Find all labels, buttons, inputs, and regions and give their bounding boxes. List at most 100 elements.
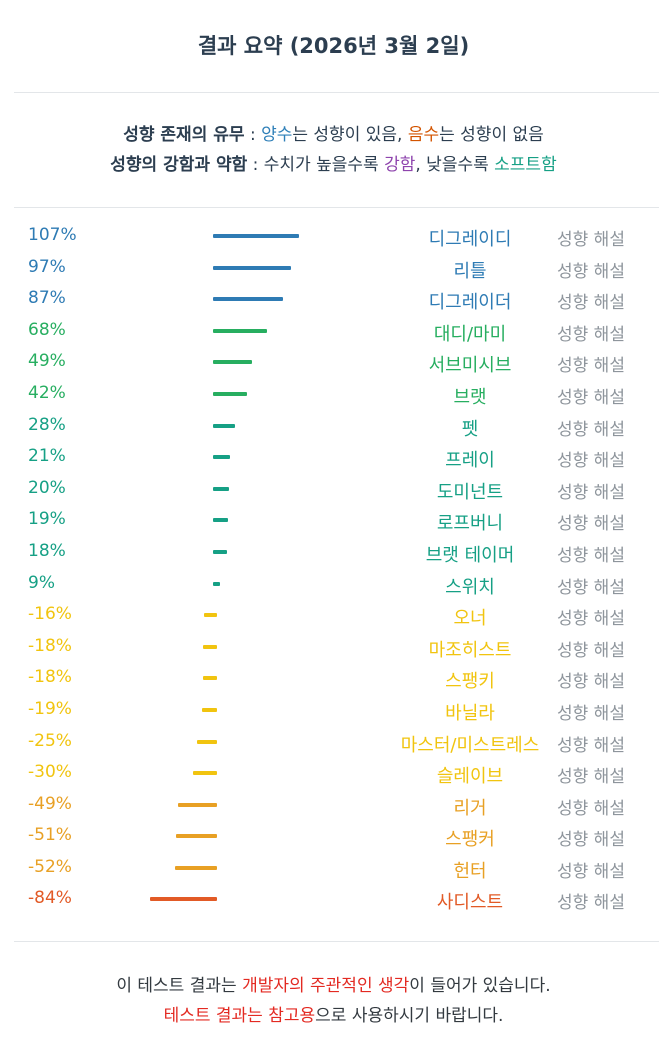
result-percent: 20% [28, 477, 66, 498]
result-row: 68% 대디/마미 성향 해설 [0, 317, 667, 349]
result-bar [213, 297, 283, 302]
result-name: 스팽키 [445, 671, 495, 693]
footer-text-before: 이 테스트 결과는 [116, 976, 243, 996]
explain-link[interactable]: 성향 해설 [557, 735, 625, 756]
explain-link[interactable]: 성향 해설 [557, 861, 625, 882]
result-percent: -52% [28, 856, 72, 877]
result-name: 리틀 [453, 260, 487, 282]
explain-link[interactable]: 성향 해설 [557, 640, 625, 661]
explain-link[interactable]: 성향 해설 [557, 767, 625, 788]
explain-link[interactable]: 성향 해설 [557, 261, 625, 282]
legend-soft: 소프트함 [494, 155, 557, 175]
result-percent: -25% [28, 730, 72, 751]
result-percent: 107% [28, 225, 77, 245]
result-name: 디그레이디 [428, 229, 512, 250]
explain-link[interactable]: 성향 해설 [557, 577, 625, 598]
result-bar [213, 391, 247, 396]
legend-divider [14, 207, 659, 208]
result-row: -18% 마조히스트 성향 해설 [0, 633, 667, 665]
explain-link[interactable]: 성향 해설 [557, 419, 625, 440]
result-percent: -84% [28, 888, 72, 909]
explain-link[interactable]: 성향 해설 [557, 356, 625, 377]
result-bar [176, 834, 217, 839]
result-bar [213, 423, 236, 428]
bottom-divider [14, 941, 659, 942]
result-name: 스위치 [445, 576, 495, 598]
footer-highlight-reference: 테스트 결과는 참고용 [163, 1006, 316, 1026]
explain-link[interactable]: 성향 해설 [557, 703, 625, 724]
legend-presence-label: 성향 존재의 유무 [123, 125, 245, 145]
explain-link[interactable]: 성향 해설 [557, 482, 625, 503]
explain-link[interactable]: 성향 해설 [557, 798, 625, 819]
explain-link[interactable]: 성향 해설 [557, 293, 625, 314]
result-percent: 19% [28, 509, 66, 530]
result-percent: -18% [28, 635, 72, 656]
result-bar [213, 234, 299, 238]
explain-link[interactable]: 성향 해설 [557, 514, 625, 535]
result-row: -16% 오너 성향 해설 [0, 601, 667, 633]
result-row: 9% 스위치 성향 해설 [0, 570, 667, 602]
legend-line-presence: 성향 존재의 유무 : 양수는 성향이 있음, 음수는 성향이 없음 [0, 120, 667, 145]
footer-highlight-opinion: 개발자의 주관적인 생각 [242, 976, 410, 996]
result-bar [175, 865, 217, 870]
explain-link[interactable]: 성향 해설 [557, 830, 625, 851]
result-name: 슬레이브 [436, 766, 504, 788]
result-percent: -30% [28, 762, 72, 783]
result-row: 49% 서브미시브 성향 해설 [0, 348, 667, 380]
explain-link[interactable]: 성향 해설 [557, 893, 625, 914]
result-bar [202, 676, 217, 681]
result-row: -84% 사디스트 성향 해설 [0, 885, 667, 917]
footer-text-after: 이 들어가 있습니다. [409, 976, 551, 996]
explain-link[interactable]: 성향 해설 [557, 451, 625, 472]
explain-link[interactable]: 성향 해설 [557, 324, 625, 345]
result-name: 마조히스트 [428, 639, 512, 661]
explain-link[interactable]: 성향 해설 [557, 387, 625, 408]
result-name: 마스터/미스트레스 [400, 734, 540, 756]
result-bar [177, 802, 217, 807]
result-bar [197, 739, 217, 744]
legend-strong: 강함 [384, 155, 416, 175]
result-name: 대디/마미 [433, 323, 507, 345]
legend-line-strength: 성향의 강함과 약함 : 수치가 높을수록 강함, 낮을수록 소프트함 [0, 150, 667, 175]
result-bar [213, 265, 291, 270]
result-row: 87% 디그레이더 성향 해설 [0, 285, 667, 317]
result-bar [213, 486, 229, 491]
legend-separator: : [247, 155, 264, 175]
explain-link[interactable]: 성향 해설 [557, 230, 625, 250]
result-name: 도미넌트 [436, 481, 504, 503]
result-row: 97% 리틀 성향 해설 [0, 254, 667, 286]
legend-strength-text-1: 수치가 높을수록 [263, 155, 385, 175]
result-bar [213, 360, 253, 365]
result-row: 42% 브랫 성향 해설 [0, 380, 667, 412]
result-name: 브랫 테이머 [425, 544, 515, 566]
explain-link[interactable]: 성향 해설 [557, 545, 625, 566]
result-bar [213, 455, 230, 460]
result-row: 21% 프레이 성향 해설 [0, 443, 667, 475]
legend-strength-label: 성향의 강함과 약함 [110, 155, 248, 175]
footer-disclaimer-line-1: 이 테스트 결과는 개발자의 주관적인 생각이 들어가 있습니다. [0, 971, 667, 996]
legend-positive: 양수 [261, 125, 293, 145]
result-percent: -19% [28, 698, 72, 719]
result-bar [204, 613, 217, 618]
result-name: 리거 [453, 797, 487, 819]
footer-disclaimer-line-2: 테스트 결과는 참고용으로 사용하시기 바랍니다. [0, 1001, 667, 1026]
result-bar [193, 771, 217, 776]
result-name: 프레이 [445, 450, 495, 472]
result-row: -51% 스팽커 성향 해설 [0, 822, 667, 854]
result-row: -19% 바닐라 성향 해설 [0, 696, 667, 728]
legend-strength-text-2: , 낮을수록 [415, 155, 495, 175]
result-list: 107% 디그레이디 성향 해설 97% 리틀 성향 해설 87% 디그레이더 성향 해설 68%… [0, 222, 667, 917]
result-percent: 28% [28, 414, 66, 435]
result-percent: 87% [28, 288, 66, 309]
explain-link[interactable]: 성향 해설 [557, 609, 625, 630]
result-name: 브랫 [453, 386, 487, 408]
result-name: 서브미시브 [428, 355, 512, 377]
result-row: 107% 디그레이디 성향 해설 [0, 222, 667, 254]
result-row: -52% 헌터 성향 해설 [0, 854, 667, 886]
result-bar [149, 897, 217, 902]
result-percent: 42% [28, 382, 66, 403]
result-percent: 49% [28, 351, 66, 372]
explain-link[interactable]: 성향 해설 [557, 672, 625, 693]
result-bar [213, 328, 268, 333]
